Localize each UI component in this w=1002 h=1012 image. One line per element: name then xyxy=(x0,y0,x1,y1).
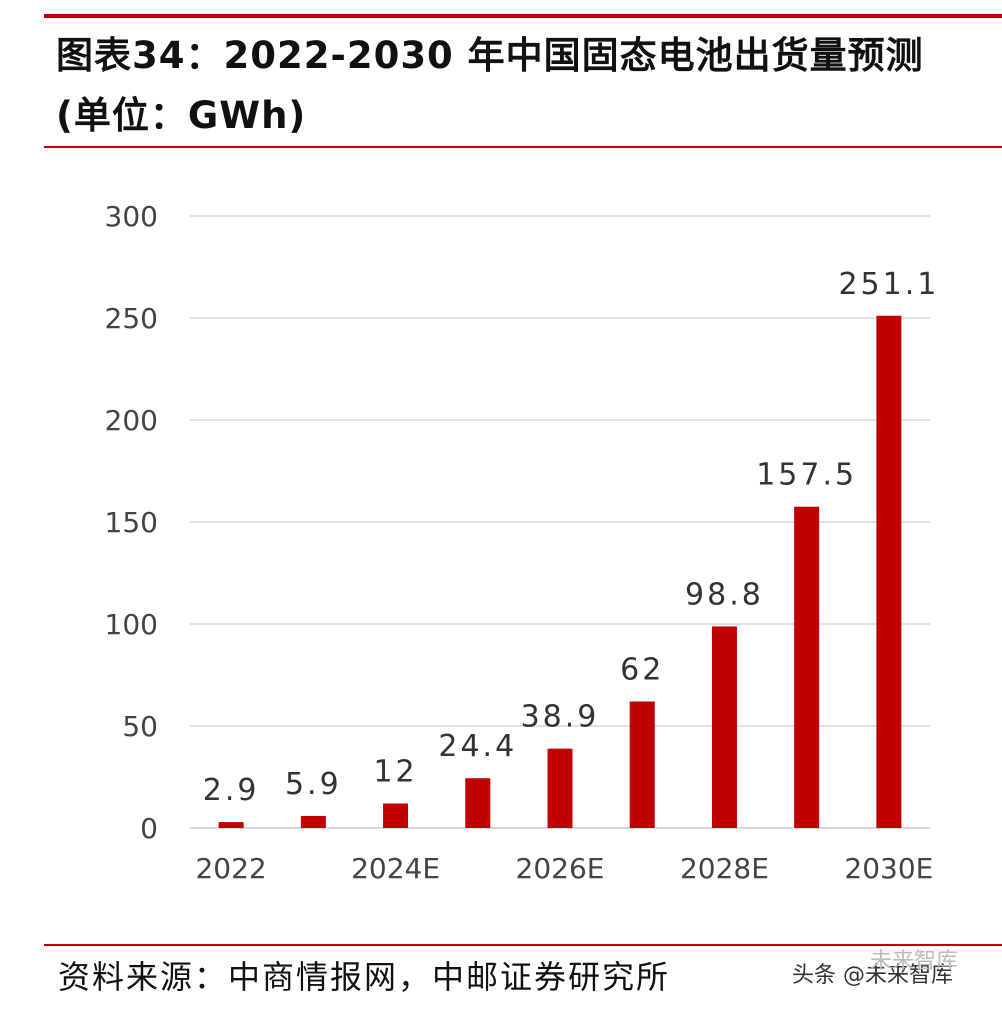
watermark-ghost-text: 未来智库 xyxy=(870,949,959,974)
value-label-2026E: 38.9 xyxy=(521,700,600,735)
bar-2028E xyxy=(711,626,737,828)
value-label-2027E: 62 xyxy=(620,653,664,688)
x-tick-label: 2030E xyxy=(844,852,933,885)
bar-2030E xyxy=(876,315,902,828)
x-axis: 2022 2024E 2026E 2028E 2030E xyxy=(195,852,933,885)
value-label-2028E: 98.8 xyxy=(685,577,764,612)
y-tick-label: 100 xyxy=(105,608,158,641)
y-tick-label: 50 xyxy=(122,710,158,743)
x-tick-label: 2028E xyxy=(680,852,769,885)
bar-2024E xyxy=(383,803,409,828)
chart-title: 图表34：2022-2030 年中国固态电池出货量预测(单位：GWh) xyxy=(56,34,924,137)
top-rule xyxy=(44,14,1002,18)
y-axis: 0 50 100 150 200 250 300 xyxy=(105,200,158,845)
value-label-2022: 2.9 xyxy=(203,773,260,808)
bars xyxy=(218,315,902,828)
x-tick-label: 2024E xyxy=(351,852,440,885)
y-tick-label: 0 xyxy=(140,812,158,845)
value-label-2023E: 5.9 xyxy=(285,767,342,802)
watermark: 头条 @未来智库 未来智库 xyxy=(792,949,958,994)
source-rule xyxy=(44,944,1002,946)
y-tick-label: 150 xyxy=(105,506,158,539)
bar-2022 xyxy=(218,822,244,828)
source-note: 资料来源：中商情报网，中邮证券研究所 xyxy=(58,958,671,996)
bar-2026E xyxy=(547,748,573,828)
title-rule xyxy=(44,146,1002,148)
bar-2027E xyxy=(629,701,655,828)
bar-2023E xyxy=(300,815,326,828)
bar-chart: 0 50 100 150 200 250 300 2.9 5.9 12 24.438.9 62 98.… xyxy=(105,200,939,885)
value-label-2029E: 157.5 xyxy=(756,458,857,493)
value-label-2024E: 12 xyxy=(373,755,417,790)
y-tick-label: 200 xyxy=(105,404,158,437)
watermark-text: 头条 @未来智库 xyxy=(792,963,953,988)
y-tick-label: 300 xyxy=(105,200,158,233)
x-tick-label: 2022 xyxy=(195,852,266,885)
value-label-2030E: 251.1 xyxy=(838,267,939,302)
bar-2025E xyxy=(465,778,491,828)
x-tick-label: 2026E xyxy=(516,852,605,885)
value-label-2025E: 24.4 xyxy=(438,729,517,764)
value-labels: 2.9 5.9 12 24.438.9 62 98.8 157.5 251.1 xyxy=(203,267,939,808)
bar-2029E xyxy=(794,506,820,828)
y-tick-label: 250 xyxy=(105,302,158,335)
